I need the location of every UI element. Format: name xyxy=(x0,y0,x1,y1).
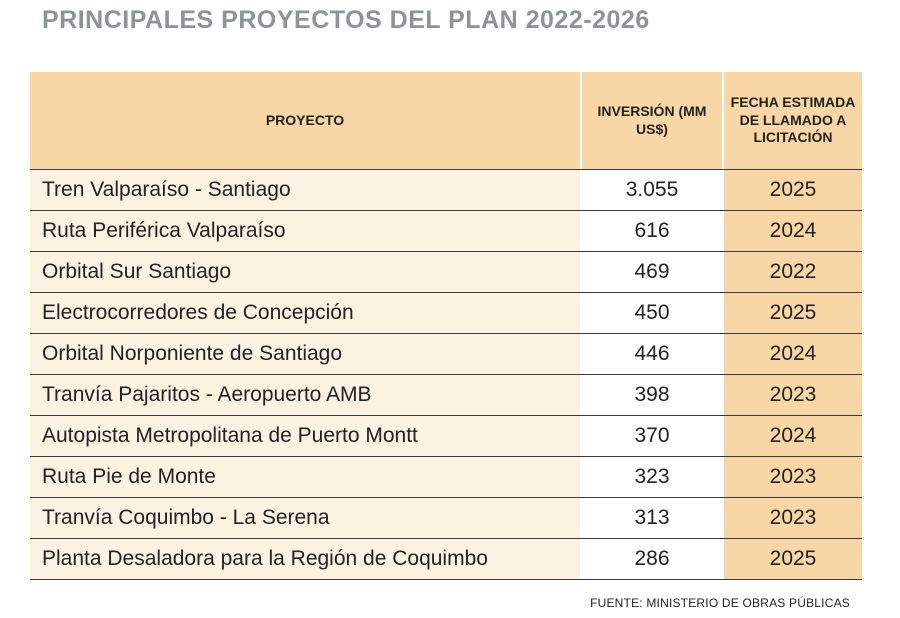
tender-year-cell: 2025 xyxy=(724,539,862,579)
investment-cell: 286 xyxy=(582,539,722,579)
project-name-cell: Ruta Pie de Monte xyxy=(30,457,580,497)
table-row: Orbital Norponiente de Santiago 446 2024 xyxy=(30,334,862,375)
project-name-cell: Tranvía Pajaritos - Aeropuerto AMB xyxy=(30,375,580,415)
investment-cell: 313 xyxy=(582,498,722,538)
table-row: Tranvía Coquimbo - La Serena 313 2023 xyxy=(30,498,862,539)
tender-year-cell: 2023 xyxy=(724,375,862,415)
tender-year-cell: 2022 xyxy=(724,252,862,292)
investment-cell: 398 xyxy=(582,375,722,415)
project-name-cell: Orbital Sur Santiago xyxy=(30,252,580,292)
table-row: Ruta Pie de Monte 323 2023 xyxy=(30,457,862,498)
header-investment: INVERSIÓN (MM US$) xyxy=(582,72,722,169)
project-name-cell: Autopista Metropolitana de Puerto Montt xyxy=(30,416,580,456)
table-body: Tren Valparaíso - Santiago 3.055 2025 Ruta … xyxy=(30,170,862,580)
table-row: Planta Desaladora para la Región de Coqu… xyxy=(30,539,862,580)
table-row: Tranvía Pajaritos - Aeropuerto AMB 398 202… xyxy=(30,375,862,416)
project-name-cell: Planta Desaladora para la Región de Coqu… xyxy=(30,539,580,579)
tender-year-cell: 2025 xyxy=(724,170,862,210)
tender-year-cell: 2024 xyxy=(724,334,862,374)
table-row: Tren Valparaíso - Santiago 3.055 2025 xyxy=(30,170,862,211)
project-name-cell: Electrocorredores de Concepción xyxy=(30,293,580,333)
project-name-cell: Orbital Norponiente de Santiago xyxy=(30,334,580,374)
investment-cell: 3.055 xyxy=(582,170,722,210)
table-row: Autopista Metropolitana de Puerto Montt 3… xyxy=(30,416,862,457)
investment-cell: 323 xyxy=(582,457,722,497)
project-name-cell: Tranvía Coquimbo - La Serena xyxy=(30,498,580,538)
tender-year-cell: 2024 xyxy=(724,416,862,456)
projects-table: PROYECTO INVERSIÓN (MM US$) FECHA ESTIMA… xyxy=(30,72,862,580)
investment-cell: 370 xyxy=(582,416,722,456)
table-row: Electrocorredores de Concepción 450 2025 xyxy=(30,293,862,334)
investment-cell: 450 xyxy=(582,293,722,333)
tender-year-cell: 2024 xyxy=(724,211,862,251)
tender-year-cell: 2025 xyxy=(724,293,862,333)
table-row: Ruta Periférica Valparaíso 616 2024 xyxy=(30,211,862,252)
table-header-row: PROYECTO INVERSIÓN (MM US$) FECHA ESTIMA… xyxy=(30,72,862,170)
project-name-cell: Tren Valparaíso - Santiago xyxy=(30,170,580,210)
header-project: PROYECTO xyxy=(30,72,580,169)
header-date: FECHA ESTIMADA DE LLAMADO A LICITACIÓN xyxy=(724,72,862,169)
page-title: PRINCIPALES PROYECTOS DEL PLAN 2022-2026 xyxy=(42,6,650,34)
investment-cell: 616 xyxy=(582,211,722,251)
investment-cell: 469 xyxy=(582,252,722,292)
source-note: FUENTE: MINISTERIO DE OBRAS PÚBLICAS xyxy=(590,596,850,610)
tender-year-cell: 2023 xyxy=(724,457,862,497)
table-row: Orbital Sur Santiago 469 2022 xyxy=(30,252,862,293)
investment-cell: 446 xyxy=(582,334,722,374)
project-name-cell: Ruta Periférica Valparaíso xyxy=(30,211,580,251)
tender-year-cell: 2023 xyxy=(724,498,862,538)
